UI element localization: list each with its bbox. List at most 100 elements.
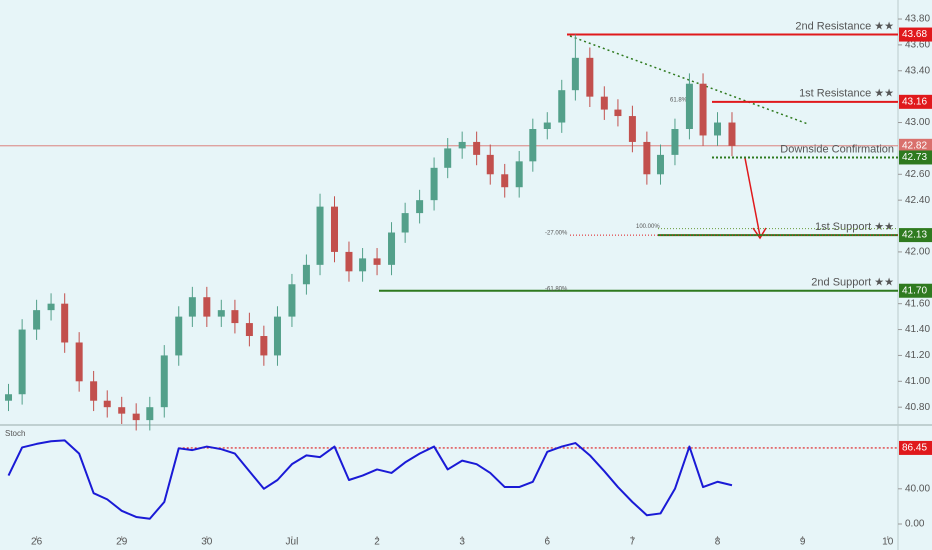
x-tick-label: 30 xyxy=(201,537,213,548)
level-tag xyxy=(899,27,932,42)
candle-body xyxy=(118,407,126,414)
candle-body xyxy=(656,154,664,175)
x-tick-label: 2 xyxy=(374,537,380,548)
candle-body xyxy=(160,355,168,408)
candle-body xyxy=(571,57,579,91)
level-name: 2nd Resistance ★★ xyxy=(795,20,894,32)
fib-label: -27.00% xyxy=(545,231,568,237)
y-tick-label: 43.60 xyxy=(905,40,930,51)
candle-body xyxy=(628,116,636,142)
x-tick-label: Jul xyxy=(286,537,299,548)
candle-body xyxy=(359,258,367,272)
level-tag-label: 43.68 xyxy=(902,29,927,40)
candle-body xyxy=(685,83,693,129)
level-tag xyxy=(899,228,932,243)
x-tick-label: 3 xyxy=(459,537,465,548)
candle-body xyxy=(330,206,338,252)
candle-body xyxy=(458,141,466,149)
level-tag-label: 42.13 xyxy=(902,230,927,241)
y-tick-label: 43.40 xyxy=(905,65,930,76)
candle-body xyxy=(699,83,707,136)
y-tick-label: 41.40 xyxy=(905,324,930,335)
candle-body xyxy=(245,323,253,337)
candle-body xyxy=(671,128,679,155)
candle-body xyxy=(47,303,55,311)
level-name: Downside Confirmation xyxy=(780,143,894,155)
y-tick-label: 40.80 xyxy=(905,402,930,413)
candle-body xyxy=(316,206,324,265)
candle-body xyxy=(90,381,98,401)
x-tick-label: 6 xyxy=(545,537,551,548)
candle-body xyxy=(188,297,196,317)
level-tag xyxy=(899,94,932,109)
candle-body xyxy=(586,57,594,97)
indicator-title: Stoch xyxy=(5,429,25,438)
level-name: 2nd Support ★★ xyxy=(811,277,894,289)
y-tick-label: 41.00 xyxy=(905,376,930,387)
candle-body xyxy=(373,258,381,265)
x-tick-label: 7 xyxy=(630,537,636,548)
level-tag xyxy=(899,283,932,298)
level-tag-label: 42.82 xyxy=(902,140,927,151)
candle-body xyxy=(75,342,83,382)
candle-body xyxy=(5,394,13,401)
candle-body xyxy=(558,90,566,123)
candle-body xyxy=(345,251,353,272)
indicator-level-label: 86.45 xyxy=(902,443,927,454)
y-tick-label: 43.00 xyxy=(905,117,930,128)
indicator-y-tick-label: 40.00 xyxy=(905,483,930,494)
arrow-head xyxy=(752,227,767,240)
candle-body xyxy=(288,284,296,317)
x-tick-label: 8 xyxy=(715,537,721,548)
level-name: 1st Resistance ★★ xyxy=(799,88,894,100)
fib-label: 61.8% xyxy=(670,97,688,103)
x-tick-label: 29 xyxy=(116,537,128,548)
fib-label: 100.00% xyxy=(636,224,660,230)
level-tag-label: 43.16 xyxy=(902,96,927,107)
x-tick-label: 9 xyxy=(800,537,806,548)
y-tick-label: 41.60 xyxy=(905,298,930,309)
candle-body xyxy=(18,329,26,395)
candle-body xyxy=(231,310,239,324)
candle-body xyxy=(515,161,523,188)
candle-body xyxy=(529,128,537,162)
x-tick-label: 26 xyxy=(31,537,43,548)
candle-body xyxy=(728,122,736,146)
candle-body xyxy=(388,232,396,265)
candle-body xyxy=(614,109,622,117)
level-tag xyxy=(899,150,932,165)
candle-body xyxy=(203,297,211,317)
candle-body xyxy=(302,264,310,285)
candle-body xyxy=(486,154,494,175)
x-tick-label: 10 xyxy=(882,537,894,548)
candle-body xyxy=(600,96,608,110)
candle-body xyxy=(61,303,69,343)
candle-body xyxy=(430,167,438,201)
indicator-line xyxy=(7,439,733,520)
candle-body xyxy=(501,174,509,188)
candle-body xyxy=(714,122,722,136)
indicator-level-tag xyxy=(899,440,932,455)
candle-body xyxy=(444,148,452,168)
level-tag-label: 41.70 xyxy=(902,285,927,296)
y-tick-label: 43.80 xyxy=(905,14,930,25)
candle-body xyxy=(273,316,281,356)
y-tick-label: 41.20 xyxy=(905,350,930,361)
fib-label: -61.80% xyxy=(545,286,568,292)
candle-body xyxy=(132,413,140,421)
y-tick-label: 42.00 xyxy=(905,247,930,258)
arrow xyxy=(744,157,761,237)
candle-body xyxy=(543,122,551,129)
candle-body xyxy=(473,141,481,155)
level-name: 1st Support ★★ xyxy=(815,221,894,233)
y-tick-label: 42.60 xyxy=(905,169,930,180)
candle-body xyxy=(260,336,268,356)
candle-body xyxy=(103,400,111,408)
level-tag-label: 42.73 xyxy=(902,152,927,163)
candle-body xyxy=(217,310,225,317)
candle-body xyxy=(401,213,409,233)
candle-body xyxy=(146,407,154,421)
level-tag xyxy=(899,138,932,153)
indicator-y-tick-label: 0.00 xyxy=(905,519,925,530)
